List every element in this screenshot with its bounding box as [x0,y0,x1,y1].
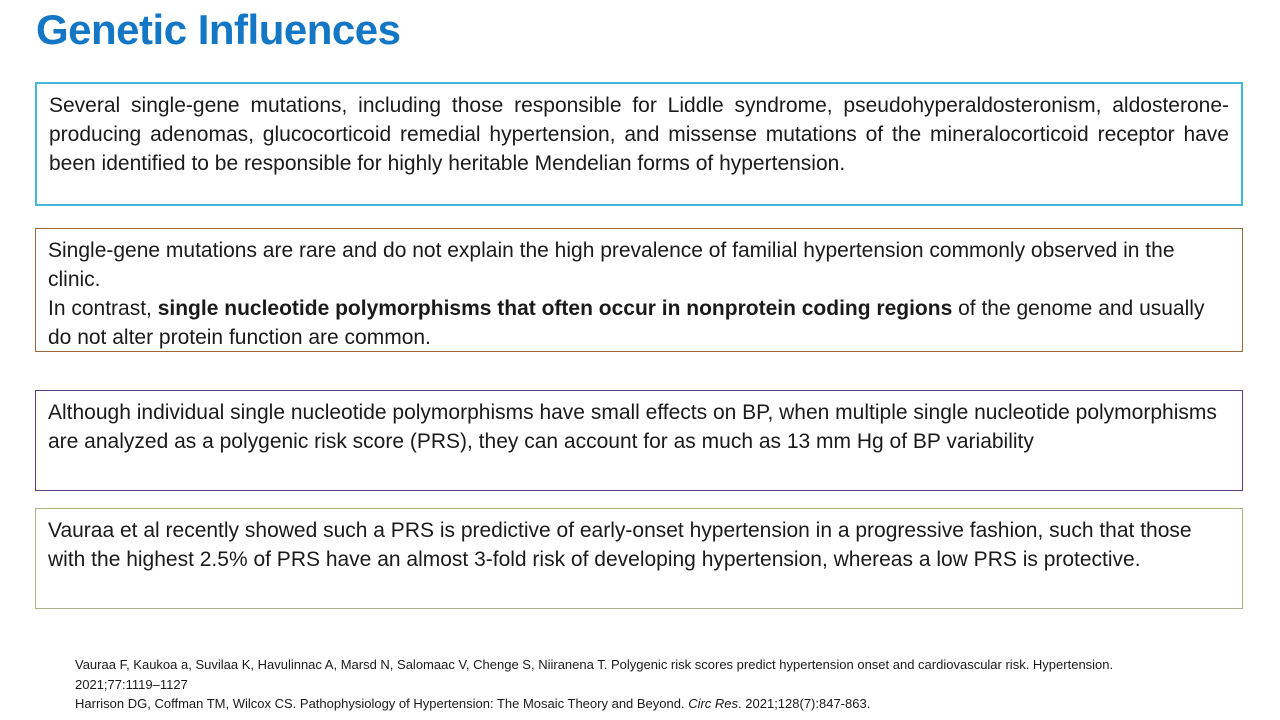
slide-title: Genetic Influences [36,6,401,53]
textbox-single-gene-para1: Single-gene mutations are rare and do no… [48,239,1175,291]
reference-2-prefix: Harrison DG, Coffman TM, Wilcox CS. Path… [75,696,689,711]
textbox-mendelian-mutations: Several single-gene mutations, including… [35,82,1243,206]
textbox-single-gene-vs-snp: Single-gene mutations are rare and do no… [35,228,1243,352]
reference-2-suffix: . 2021;128(7):847-863. [738,696,871,711]
textbox-mendelian-mutations-text: Several single-gene mutations, including… [49,94,1229,175]
textbox-single-gene-para2-bold: single nucleotide polymorphisms that oft… [157,297,953,320]
textbox-polygenic-risk-score: Although individual single nucleotide po… [35,390,1243,491]
textbox-prs-prediction: Vauraa et al recently showed such a PRS … [35,508,1243,609]
reference-1-line-2: 2021;77:1119–1127 [75,676,188,692]
textbox-single-gene-para2-prefix: In contrast, [48,297,158,320]
references: Vauraa F, Kaukoa a, Suvilaa K, Havulinna… [75,655,1230,714]
reference-2-journal: Circ Res [688,696,739,711]
reference-2: Harrison DG, Coffman TM, Wilcox CS. Path… [75,694,1230,714]
textbox-single-gene-para2-suffix: of the genome and usually do not alter p… [48,297,1205,349]
textbox-single-gene-para2: In contrast, single nucleotide polymorph… [48,294,1230,352]
reference-1-line-1: Vauraa F, Kaukoa a, Suvilaa K, Havulinna… [75,657,1114,672]
textbox-polygenic-risk-score-text: Although individual single nucleotide po… [48,401,1217,453]
textbox-prs-prediction-text: Vauraa et al recently showed such a PRS … [48,519,1192,571]
